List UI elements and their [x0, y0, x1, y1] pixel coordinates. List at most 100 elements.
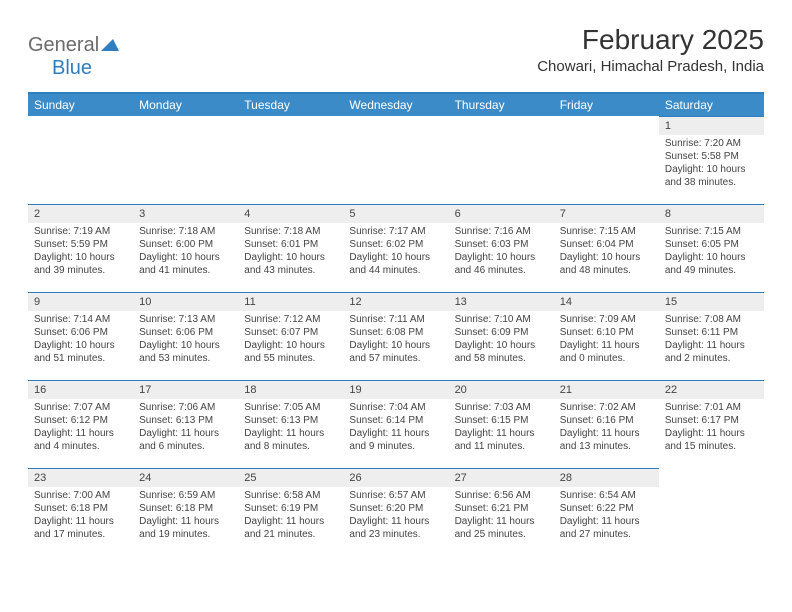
day-details: Sunrise: 7:12 AMSunset: 6:07 PMDaylight:… — [238, 311, 343, 369]
day-details: Sunrise: 6:58 AMSunset: 6:19 PMDaylight:… — [238, 487, 343, 545]
day-details: Sunrise: 7:02 AMSunset: 6:16 PMDaylight:… — [554, 399, 659, 457]
day-number: 23 — [28, 468, 133, 487]
sunset-text: Sunset: 6:02 PM — [349, 238, 442, 251]
day-number: 15 — [659, 292, 764, 311]
sunset-text: Sunset: 6:05 PM — [665, 238, 758, 251]
day-details: Sunrise: 6:59 AMSunset: 6:18 PMDaylight:… — [133, 487, 238, 545]
day-details: Sunrise: 6:56 AMSunset: 6:21 PMDaylight:… — [449, 487, 554, 545]
calendar-cell: 22Sunrise: 7:01 AMSunset: 6:17 PMDayligh… — [659, 380, 764, 468]
day-number: 6 — [449, 204, 554, 223]
sunrise-text: Sunrise: 7:11 AM — [349, 313, 442, 326]
day-number: 10 — [133, 292, 238, 311]
month-title: February 2025 — [537, 24, 764, 56]
daylight-text: Daylight: 10 hours and 57 minutes. — [349, 339, 442, 365]
calendar-cell: 12Sunrise: 7:11 AMSunset: 6:08 PMDayligh… — [343, 292, 448, 380]
daylight-text: Daylight: 11 hours and 0 minutes. — [560, 339, 653, 365]
calendar-cell: 10Sunrise: 7:13 AMSunset: 6:06 PMDayligh… — [133, 292, 238, 380]
day-number: 13 — [449, 292, 554, 311]
day-number: 27 — [449, 468, 554, 487]
sunset-text: Sunset: 6:14 PM — [349, 414, 442, 427]
daylight-text: Daylight: 11 hours and 23 minutes. — [349, 515, 442, 541]
calendar-page: General Blue February 2025 Chowari, Hima… — [0, 0, 792, 580]
calendar-week-row: 9Sunrise: 7:14 AMSunset: 6:06 PMDaylight… — [28, 292, 764, 380]
daylight-text: Daylight: 10 hours and 48 minutes. — [560, 251, 653, 277]
calendar-week-row: 16Sunrise: 7:07 AMSunset: 6:12 PMDayligh… — [28, 380, 764, 468]
day-details: Sunrise: 7:06 AMSunset: 6:13 PMDaylight:… — [133, 399, 238, 457]
day-details: Sunrise: 7:15 AMSunset: 6:05 PMDaylight:… — [659, 223, 764, 281]
calendar-cell: 16Sunrise: 7:07 AMSunset: 6:12 PMDayligh… — [28, 380, 133, 468]
day-number: 2 — [28, 204, 133, 223]
daylight-text: Daylight: 10 hours and 39 minutes. — [34, 251, 127, 277]
calendar-cell: 21Sunrise: 7:02 AMSunset: 6:16 PMDayligh… — [554, 380, 659, 468]
calendar-week-row: 23Sunrise: 7:00 AMSunset: 6:18 PMDayligh… — [28, 468, 764, 556]
sunrise-text: Sunrise: 7:13 AM — [139, 313, 232, 326]
sunrise-text: Sunrise: 7:17 AM — [349, 225, 442, 238]
calendar-cell: 24Sunrise: 6:59 AMSunset: 6:18 PMDayligh… — [133, 468, 238, 556]
sunrise-text: Sunrise: 7:20 AM — [665, 137, 758, 150]
daylight-text: Daylight: 11 hours and 19 minutes. — [139, 515, 232, 541]
calendar-week-row: 1Sunrise: 7:20 AMSunset: 5:58 PMDaylight… — [28, 116, 764, 204]
calendar-cell: 18Sunrise: 7:05 AMSunset: 6:13 PMDayligh… — [238, 380, 343, 468]
day-details: Sunrise: 7:17 AMSunset: 6:02 PMDaylight:… — [343, 223, 448, 281]
day-header-row: Sunday Monday Tuesday Wednesday Thursday… — [28, 94, 764, 116]
sunset-text: Sunset: 6:10 PM — [560, 326, 653, 339]
calendar-cell: 15Sunrise: 7:08 AMSunset: 6:11 PMDayligh… — [659, 292, 764, 380]
dayhead-wed: Wednesday — [343, 94, 448, 116]
daylight-text: Daylight: 11 hours and 8 minutes. — [244, 427, 337, 453]
dayhead-thu: Thursday — [449, 94, 554, 116]
day-details: Sunrise: 6:57 AMSunset: 6:20 PMDaylight:… — [343, 487, 448, 545]
day-details: Sunrise: 7:09 AMSunset: 6:10 PMDaylight:… — [554, 311, 659, 369]
calendar-cell: 20Sunrise: 7:03 AMSunset: 6:15 PMDayligh… — [449, 380, 554, 468]
day-details: Sunrise: 6:54 AMSunset: 6:22 PMDaylight:… — [554, 487, 659, 545]
daylight-text: Daylight: 11 hours and 15 minutes. — [665, 427, 758, 453]
daylight-text: Daylight: 11 hours and 27 minutes. — [560, 515, 653, 541]
logo-word-blue: Blue — [52, 57, 92, 79]
calendar-cell: 28Sunrise: 6:54 AMSunset: 6:22 PMDayligh… — [554, 468, 659, 556]
sunrise-text: Sunrise: 7:19 AM — [34, 225, 127, 238]
calendar-cell: 19Sunrise: 7:04 AMSunset: 6:14 PMDayligh… — [343, 380, 448, 468]
dayhead-mon: Monday — [133, 94, 238, 116]
sunset-text: Sunset: 5:59 PM — [34, 238, 127, 251]
daylight-text: Daylight: 11 hours and 21 minutes. — [244, 515, 337, 541]
day-number: 26 — [343, 468, 448, 487]
day-details: Sunrise: 7:11 AMSunset: 6:08 PMDaylight:… — [343, 311, 448, 369]
day-number: 17 — [133, 380, 238, 399]
day-number: 12 — [343, 292, 448, 311]
day-number: 5 — [343, 204, 448, 223]
daylight-text: Daylight: 10 hours and 44 minutes. — [349, 251, 442, 277]
calendar-cell: 5Sunrise: 7:17 AMSunset: 6:02 PMDaylight… — [343, 204, 448, 292]
day-details: Sunrise: 7:18 AMSunset: 6:01 PMDaylight:… — [238, 223, 343, 281]
calendar-cell: 27Sunrise: 6:56 AMSunset: 6:21 PMDayligh… — [449, 468, 554, 556]
dayhead-sun: Sunday — [28, 94, 133, 116]
calendar-cell: 23Sunrise: 7:00 AMSunset: 6:18 PMDayligh… — [28, 468, 133, 556]
sunrise-text: Sunrise: 7:09 AM — [560, 313, 653, 326]
daylight-text: Daylight: 11 hours and 25 minutes. — [455, 515, 548, 541]
sunset-text: Sunset: 6:12 PM — [34, 414, 127, 427]
sunset-text: Sunset: 6:13 PM — [139, 414, 232, 427]
day-number: 7 — [554, 204, 659, 223]
calendar-cell: 17Sunrise: 7:06 AMSunset: 6:13 PMDayligh… — [133, 380, 238, 468]
day-details: Sunrise: 7:13 AMSunset: 6:06 PMDaylight:… — [133, 311, 238, 369]
daylight-text: Daylight: 11 hours and 17 minutes. — [34, 515, 127, 541]
day-number: 16 — [28, 380, 133, 399]
day-number: 24 — [133, 468, 238, 487]
day-number: 25 — [238, 468, 343, 487]
day-details: Sunrise: 7:00 AMSunset: 6:18 PMDaylight:… — [28, 487, 133, 545]
calendar-cell — [343, 116, 448, 204]
sunrise-text: Sunrise: 7:00 AM — [34, 489, 127, 502]
calendar-cell: 13Sunrise: 7:10 AMSunset: 6:09 PMDayligh… — [449, 292, 554, 380]
sunrise-text: Sunrise: 7:16 AM — [455, 225, 548, 238]
daylight-text: Daylight: 11 hours and 11 minutes. — [455, 427, 548, 453]
day-number: 21 — [554, 380, 659, 399]
logo-triangle-icon — [101, 37, 119, 56]
day-details: Sunrise: 7:10 AMSunset: 6:09 PMDaylight:… — [449, 311, 554, 369]
daylight-text: Daylight: 10 hours and 38 minutes. — [665, 163, 758, 189]
sunset-text: Sunset: 6:17 PM — [665, 414, 758, 427]
sunset-text: Sunset: 6:07 PM — [244, 326, 337, 339]
sunset-text: Sunset: 6:00 PM — [139, 238, 232, 251]
sunset-text: Sunset: 6:04 PM — [560, 238, 653, 251]
logo-text: General Blue — [28, 34, 119, 80]
logo: General Blue — [28, 24, 119, 80]
logo-word-general: General — [28, 34, 99, 56]
day-details: Sunrise: 7:20 AMSunset: 5:58 PMDaylight:… — [659, 135, 764, 193]
